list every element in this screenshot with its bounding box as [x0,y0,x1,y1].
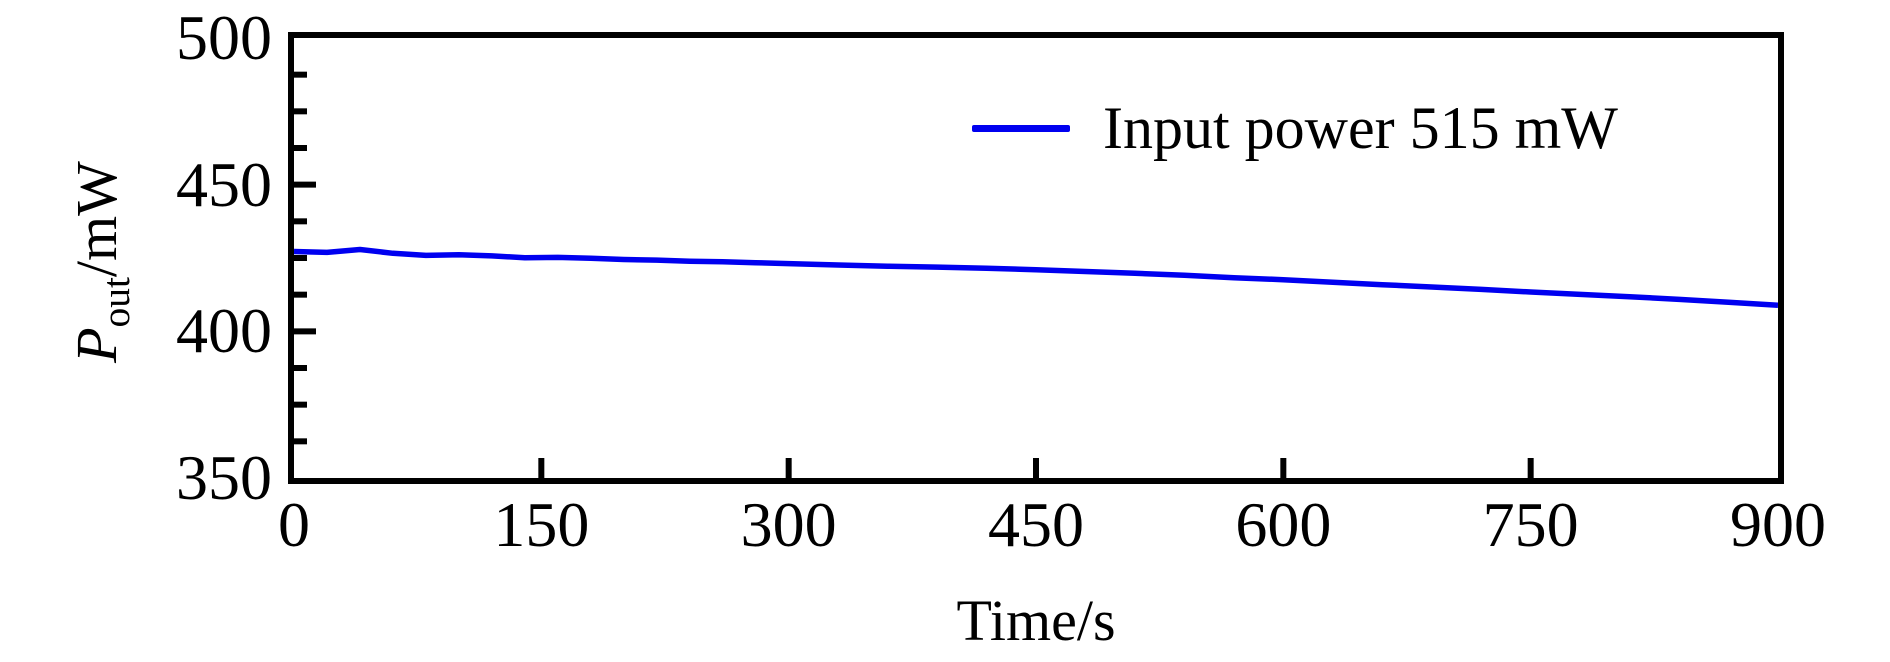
x-tick-label: 600 [1235,489,1332,560]
series-line [294,246,1778,308]
plot-area [288,32,1784,484]
x-tick-label: 300 [740,489,837,560]
x-tick-label: 450 [988,489,1084,560]
plot-canvas [294,71,1778,478]
y-tick-label: 400 [176,295,272,367]
y-tick-label: 350 [176,442,272,513]
y-tick-label: 500 [176,2,272,73]
x-tick-label: 750 [1482,489,1579,560]
x-axis-title: Time/s [956,588,1116,653]
legend-line-swatch [972,124,1070,132]
legend: Input power 515 mW [972,92,1618,164]
x-tick-label: 900 [1730,489,1826,560]
y-tick-label: 450 [176,148,272,220]
legend-label: Input power 515 mW [1103,95,1618,161]
x-tick-label: 150 [493,489,590,560]
x-tick-label: 0 [278,489,310,560]
